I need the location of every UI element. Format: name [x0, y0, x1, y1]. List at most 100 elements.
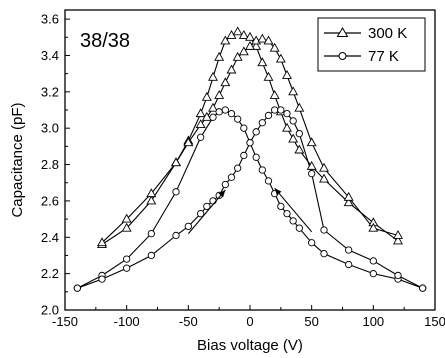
data-point-circle [252, 153, 260, 161]
data-point-circle [172, 231, 180, 240]
y-tick-label: 3.6 [41, 12, 59, 27]
data-point-circle [215, 108, 223, 116]
data-point-circle [289, 117, 297, 125]
data-point-triangle [306, 137, 317, 147]
data-point-triangle [214, 51, 225, 61]
data-point-circle [73, 284, 81, 292]
data-point-circle [147, 229, 155, 238]
data-point-circle [258, 119, 266, 127]
x-tick-label: -100 [114, 314, 140, 329]
data-point-triangle [251, 40, 262, 50]
data-point-triangle [195, 108, 206, 118]
data-point-circle [227, 173, 236, 181]
y-tick-label: 3.2 [41, 84, 59, 99]
data-point-triangle [214, 90, 225, 99]
data-point-circle [345, 246, 353, 254]
y-tick-label: 2.4 [41, 230, 59, 245]
sweep-arrowhead-icon [218, 190, 226, 198]
data-point-triangle [183, 137, 194, 147]
data-point-circle [369, 269, 377, 278]
data-point-triangle [226, 64, 237, 74]
data-point-triangle [257, 33, 268, 43]
data-point-circle [271, 106, 279, 114]
legend: 300 K 77 K [317, 17, 426, 72]
data-point-circle [240, 124, 248, 132]
data-point-triangle [220, 35, 231, 45]
data-point-triangle [195, 119, 206, 128]
y-axis-title: Capacitance (pF) [9, 102, 26, 217]
data-point-triangle [208, 71, 218, 81]
data-point-triangle [201, 91, 212, 101]
data-point-triangle [97, 237, 107, 247]
data-point-triangle [121, 222, 132, 232]
data-point-circle [246, 139, 254, 147]
data-point-circle [277, 202, 285, 211]
legend-box [317, 17, 426, 72]
legend-label-77k: 77 K [368, 48, 399, 65]
data-point-triangle [245, 40, 255, 50]
data-point-triangle [201, 111, 212, 121]
data-point-triangle [220, 77, 231, 87]
data-point-circle [227, 109, 236, 118]
x-tick-label: 150 [424, 314, 445, 329]
data-point-triangle [306, 160, 317, 170]
data-point-circle [295, 224, 303, 232]
x-axis-title: Bias voltage (V) [197, 337, 303, 354]
x-tick-label: -50 [179, 314, 198, 329]
data-point-triangle [245, 31, 255, 41]
x-tick-label: 100 [362, 314, 384, 329]
data-point-circle [209, 113, 217, 121]
data-point-circle [320, 249, 328, 258]
data-point-circle [147, 251, 155, 260]
data-point-circle [221, 180, 229, 189]
data-point-triangle [288, 133, 299, 143]
data-point-circle [394, 271, 402, 280]
data-point-triangle [263, 35, 274, 45]
data-point-triangle [146, 188, 157, 198]
data-point-triangle [269, 90, 280, 99]
data-point-triangle [294, 144, 305, 154]
y-tick-label: 2.6 [41, 193, 59, 208]
data-point-triangle [146, 195, 157, 205]
data-point-triangle [368, 222, 379, 232]
legend-label-300k: 300 K [368, 25, 407, 42]
data-point-circle [264, 111, 273, 120]
data-point-triangle [171, 157, 181, 167]
data-point-triangle [232, 26, 243, 36]
data-point-triangle [121, 213, 132, 223]
data-point-triangle [257, 57, 268, 67]
data-point-triangle [343, 197, 354, 207]
data-point-circle [283, 109, 291, 118]
ticks-layer: -150 -100 -50 0 50 100 150 2.0 2.2 2.4 2.6 2.8 3.0 3.… [41, 12, 445, 329]
data-point-circle [184, 222, 192, 231]
y-tick-label: 2.0 [41, 303, 59, 318]
data-point-circle [419, 284, 427, 292]
data-point-circle [240, 151, 248, 160]
data-point-triangle [238, 30, 249, 39]
data-point-triangle [232, 51, 243, 61]
data-point-circle [221, 106, 229, 114]
data-point-triangle [319, 162, 329, 172]
legend-marker-circle-icon [338, 52, 347, 60]
sweep-arrow-line [187, 189, 226, 234]
data-point-triangle [282, 122, 292, 132]
data-point-triangle [269, 42, 280, 52]
data-point-triangle [282, 70, 292, 79]
data-point-triangle [238, 46, 249, 56]
data-point-circle [172, 188, 180, 196]
data-point-circle [289, 217, 297, 225]
data-point-triangle [343, 191, 354, 201]
x-tick-label: -150 [52, 314, 78, 329]
data-point-circle [209, 197, 217, 205]
data-point-circle [123, 255, 131, 263]
data-point-triangle [263, 71, 274, 81]
data-point-circle [203, 202, 211, 211]
data-point-circle [258, 166, 266, 174]
y-tick-label: 3.4 [41, 48, 59, 63]
data-point-circle [369, 257, 377, 265]
data-point-triangle [288, 86, 299, 96]
data-point-circle [308, 239, 316, 247]
data-point-circle [295, 129, 303, 138]
data-point-circle [98, 275, 106, 283]
data-point-circle [123, 264, 131, 272]
